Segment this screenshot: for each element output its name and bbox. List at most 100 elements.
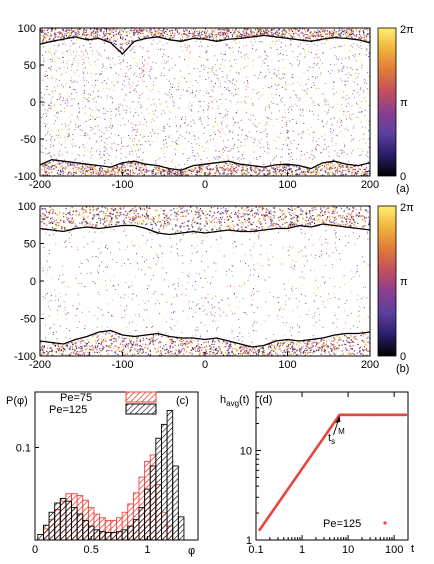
- panel-a-particle: [70, 105, 72, 107]
- panel-a-particle: [290, 169, 293, 171]
- panel-a-particle: [78, 157, 80, 159]
- panel-a-particle: [55, 80, 57, 82]
- panel-a-particle: [305, 158, 307, 160]
- panel-a-particle: [358, 36, 360, 38]
- panel-a-particle: [294, 173, 297, 175]
- panel-a-particle: [120, 125, 122, 127]
- panel-a-particle: [367, 71, 369, 73]
- panel-a-particle: [132, 115, 134, 117]
- panel-a-particle: [190, 121, 192, 123]
- panel-a-particle: [360, 41, 362, 43]
- panel-a-particle: [317, 119, 319, 121]
- panel-a-particle: [337, 69, 339, 71]
- panel-a-particle: [204, 28, 207, 30]
- panel-a-particle: [152, 117, 154, 119]
- panel-a-particle: [136, 156, 138, 158]
- panel-a-particle: [223, 149, 225, 151]
- panel-a-particle: [178, 33, 180, 35]
- panel-a-particle: [318, 171, 320, 173]
- panel-a-particle: [349, 117, 351, 119]
- panel-a-particle: [99, 167, 102, 169]
- panel-a-particle: [301, 31, 303, 33]
- panel-a-particle: [219, 34, 221, 36]
- panel-a-particle: [229, 70, 231, 72]
- panel-a-particle: [368, 120, 370, 122]
- panel-a-particle: [66, 29, 68, 31]
- panel-a-particle: [49, 105, 51, 107]
- panel-a-particle: [50, 156, 52, 158]
- panel-b-particle: [179, 206, 181, 208]
- panel-a-particle: [74, 72, 76, 74]
- panel-a-particle: [218, 79, 220, 81]
- panel-a-particle: [190, 29, 192, 31]
- panel-a-particle: [230, 166, 233, 168]
- panel-a-particle: [95, 101, 97, 103]
- panel-a-particle: [235, 71, 237, 73]
- panel-a-particle: [294, 28, 296, 31]
- panel-a-particle: [259, 147, 261, 149]
- panel-a-particle: [276, 30, 278, 32]
- panel-a-particle: [311, 52, 313, 54]
- panel-a-particle: [79, 111, 81, 113]
- panel-a-particle: [258, 122, 260, 124]
- panel-a-particle: [159, 169, 161, 172]
- panel-a-particle: [46, 132, 48, 134]
- panel-a-particle: [182, 135, 184, 137]
- panel-a-particle: [168, 173, 170, 175]
- panel-a-particle: [50, 65, 52, 67]
- panel-a-particle: [70, 34, 72, 36]
- panel-a-particle: [59, 163, 61, 165]
- panel-a-particle: [85, 34, 87, 36]
- panel-a-particle: [313, 170, 315, 172]
- panel-a-particle: [264, 174, 266, 176]
- panel-a-particle: [155, 77, 157, 79]
- panel-a-particle: [281, 161, 283, 163]
- panel-a-particle: [155, 111, 157, 113]
- panel-a-particle: [74, 29, 76, 31]
- panel-a-particle: [85, 29, 88, 31]
- panel-a-particle: [267, 97, 269, 99]
- panel-a-particle: [300, 150, 302, 152]
- panel-a-particle: [329, 32, 331, 34]
- panel-a-particle: [365, 36, 367, 39]
- panel-a-particle: [120, 173, 122, 176]
- panel-a-particle: [287, 129, 289, 131]
- panel-a-particle: [204, 118, 206, 120]
- panel-a-particle: [307, 39, 310, 41]
- panel-a-particle: [322, 105, 324, 107]
- panel-a-particle: [130, 122, 132, 124]
- panel-a-particle: [196, 171, 198, 174]
- panel-a-particle: [129, 165, 131, 167]
- panel-a-particle: [328, 106, 330, 108]
- panel-a-particle: [285, 81, 287, 83]
- panel-a-particle: [284, 169, 287, 171]
- panel-a-particle: [280, 174, 282, 176]
- panel-a-particle: [160, 171, 162, 173]
- panel-a-particle: [229, 131, 231, 133]
- panel-a-particle: [125, 31, 127, 33]
- panel-a-particle: [100, 28, 103, 30]
- panel-a-particle: [243, 157, 245, 159]
- panel-a-particle: [194, 29, 196, 31]
- panel-b-particle: [188, 228, 190, 231]
- panel-a-particle: [202, 166, 205, 169]
- panel-a-particle: [42, 31, 44, 33]
- panel-a-particle: [143, 174, 146, 176]
- panel-a-particle: [99, 74, 101, 76]
- panel-a-particle: [99, 29, 101, 31]
- panel-a-particle: [310, 171, 312, 173]
- panel-a-particle: [298, 35, 300, 37]
- panel-a-particle: [145, 68, 147, 70]
- panel-a-particle: [180, 39, 182, 42]
- panel-a-particle: [321, 169, 323, 172]
- panel-a-particle: [77, 59, 79, 61]
- panel-a-particle: [311, 97, 313, 99]
- panel-a-particle: [332, 88, 334, 90]
- panel-a-particle: [189, 81, 191, 83]
- panel-a-particle: [183, 30, 185, 33]
- panel-a-particle: [135, 62, 137, 64]
- panel-a-particle: [42, 41, 44, 43]
- panel-a-particle: [195, 168, 198, 170]
- panel-a-particle: [109, 29, 111, 31]
- panel-a-particle: [66, 91, 68, 93]
